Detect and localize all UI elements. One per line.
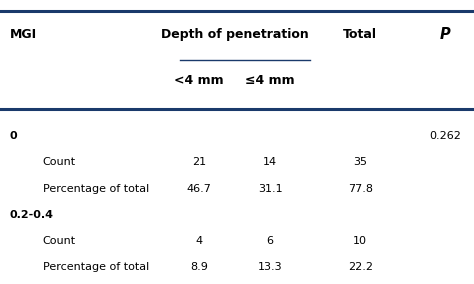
- Text: 0.2-0.4: 0.2-0.4: [9, 210, 54, 220]
- Text: MGI: MGI: [9, 28, 36, 41]
- Text: 8.9: 8.9: [190, 262, 208, 272]
- Text: P: P: [440, 27, 451, 41]
- Text: Depth of penetration: Depth of penetration: [161, 28, 309, 41]
- Text: 14: 14: [263, 157, 277, 168]
- Text: Percentage of total: Percentage of total: [43, 183, 149, 194]
- Text: Total: Total: [343, 28, 377, 41]
- Text: 0: 0: [9, 131, 17, 141]
- Text: 13.3: 13.3: [258, 262, 283, 272]
- Text: 21: 21: [192, 157, 206, 168]
- Text: Percentage of total: Percentage of total: [43, 262, 149, 272]
- Text: 35: 35: [353, 157, 367, 168]
- Text: Count: Count: [43, 157, 76, 168]
- Text: 6: 6: [267, 236, 273, 246]
- Text: 46.7: 46.7: [187, 183, 211, 194]
- Text: <4 mm: <4 mm: [174, 74, 224, 87]
- Text: 0.262: 0.262: [429, 131, 462, 141]
- Text: Count: Count: [43, 236, 76, 246]
- Text: 31.1: 31.1: [258, 183, 283, 194]
- Text: 4: 4: [195, 236, 203, 246]
- Text: ≤4 mm: ≤4 mm: [246, 74, 295, 87]
- Text: 77.8: 77.8: [348, 183, 373, 194]
- Text: 22.2: 22.2: [348, 262, 373, 272]
- Text: 10: 10: [353, 236, 367, 246]
